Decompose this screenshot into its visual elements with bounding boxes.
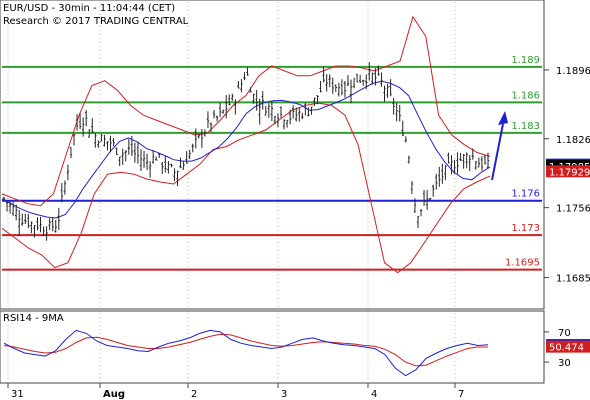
rsi-line <box>3 329 489 377</box>
bollinger-bands <box>1 15 491 274</box>
y-tick-label: 1.1826 <box>556 135 590 146</box>
rsi-tag-label: 50.474 <box>549 343 584 354</box>
price-panel <box>0 0 545 310</box>
x-tick-label: 2 <box>191 389 197 400</box>
rsi-lines <box>3 329 489 377</box>
rsi-title: RSI14 - 9MA <box>3 313 64 324</box>
price-tag <box>546 165 590 178</box>
chart-subtitle: Research © 2017 TRADING CENTRAL <box>3 16 189 27</box>
rsi-tick-label: 70 <box>558 328 571 339</box>
rsi-tag <box>546 340 590 353</box>
x-tick-label: 31 <box>11 389 24 400</box>
y-tick-label: 1.1896 <box>556 66 590 77</box>
x-tick-label: Aug <box>103 389 125 400</box>
y-tick-label: 1.1756 <box>556 204 590 215</box>
level-label: 1.183 <box>511 121 540 132</box>
chart-title: EUR/USD - 30min - 11:04:44 (CET) <box>3 3 175 14</box>
moving-average <box>1 80 491 219</box>
x-tick-label: 4 <box>371 389 377 400</box>
level-label: 1.1695 <box>505 258 540 269</box>
price-tags: 1.179971.179851.1792952.582750.474 <box>546 158 590 354</box>
levels: 1.189 1.186 1.183 1.176 1.173 1.1695 <box>2 55 542 271</box>
level-label: 1.189 <box>511 55 540 66</box>
rsi-tick-label: 30 <box>558 358 571 369</box>
level-label: 1.173 <box>511 223 540 234</box>
y-tick-label: 1.1685 <box>556 273 590 284</box>
price-tag-label: 1.17929 <box>549 167 590 178</box>
bollinger-lower <box>1 102 491 274</box>
rsi-panel <box>0 310 545 384</box>
grid <box>7 2 456 381</box>
candles <box>2 62 490 241</box>
bollinger-upper <box>1 15 491 207</box>
x-tick-label: 7 <box>458 389 464 400</box>
level-label: 1.186 <box>511 90 540 101</box>
arrow-up-icon <box>491 111 508 181</box>
axes: 31 Aug 2 3 4 7 1.1896 1.1826 1.1756 1.1685 70 30 <box>7 66 590 400</box>
rsi-ma-line <box>3 333 488 367</box>
x-tick-label: 3 <box>281 389 287 400</box>
level-label: 1.176 <box>511 189 540 200</box>
